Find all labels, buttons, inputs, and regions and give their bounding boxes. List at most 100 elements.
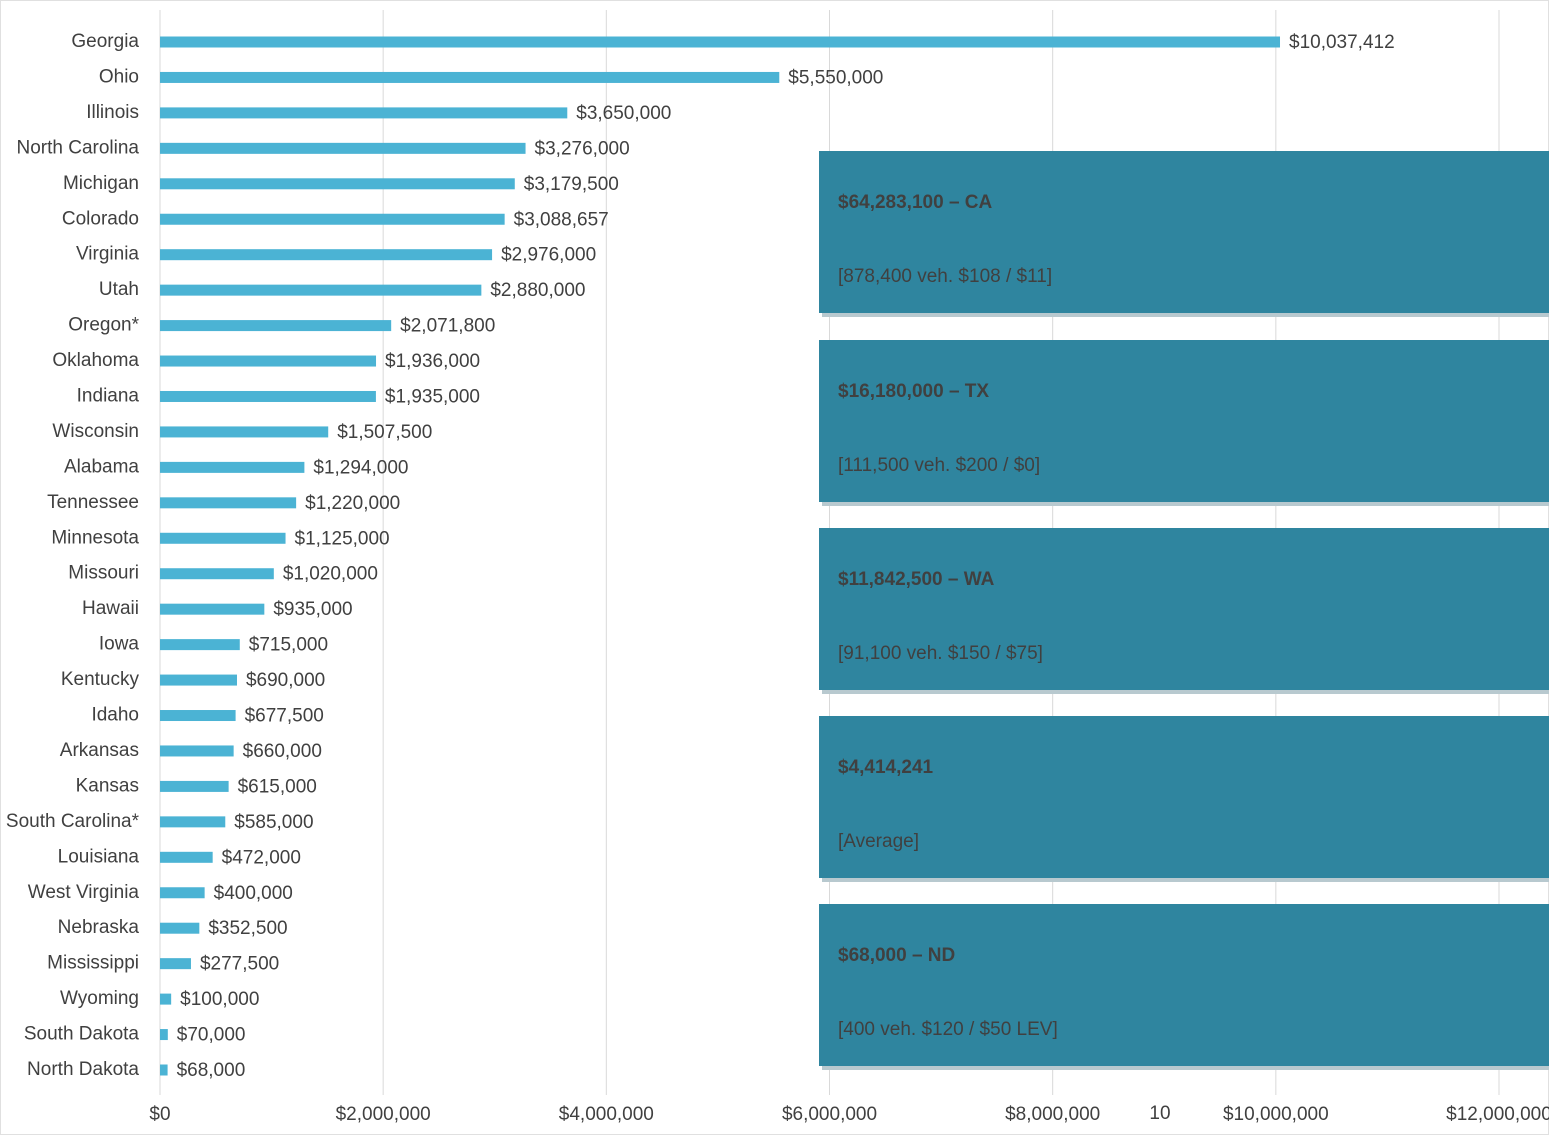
y-tick-label: Indiana <box>77 385 140 406</box>
data-label: $615,000 <box>238 776 317 797</box>
bar <box>160 1029 168 1041</box>
callout-box: $16,180,000 – TX [111,500 veh. $200 / $0] <box>819 340 1549 506</box>
data-label: $472,000 <box>222 847 301 868</box>
bar <box>160 958 191 970</box>
y-tick-label: Ohio <box>99 66 139 87</box>
page-number: 10 <box>1149 1103 1170 1124</box>
y-tick-label: Kansas <box>76 775 139 796</box>
x-tick-label: $2,000,000 <box>336 1104 431 1125</box>
bar <box>160 674 237 686</box>
bar <box>160 816 226 828</box>
callout-background <box>819 904 1549 1066</box>
bar <box>160 426 329 438</box>
x-tick-label: $0 <box>149 1104 170 1125</box>
bar <box>160 355 377 367</box>
data-label: $1,507,500 <box>337 422 432 443</box>
bar <box>160 1064 168 1076</box>
y-tick-label: South Carolina* <box>6 811 140 832</box>
y-tick-label: Arkansas <box>60 740 139 761</box>
y-tick-label: North Dakota <box>27 1059 139 1080</box>
y-tick-label: South Dakota <box>24 1024 140 1045</box>
x-tick-label: $10,000,000 <box>1223 1104 1329 1125</box>
callout-subtitle: [878,400 veh. $108 / $11] <box>838 266 1052 287</box>
data-label: $2,976,000 <box>501 245 596 266</box>
data-label: $3,179,500 <box>524 174 619 195</box>
y-tick-label: Idaho <box>91 705 139 726</box>
data-label: $400,000 <box>214 883 293 904</box>
x-tick-label: $12,000,000 <box>1446 1104 1549 1125</box>
bar <box>160 249 493 261</box>
callout-background <box>819 528 1549 690</box>
y-tick-label: Michigan <box>63 173 139 194</box>
callout-title: $11,842,500 – WA <box>838 569 995 590</box>
data-label: $3,088,657 <box>514 209 609 230</box>
callout-box: $64,283,100 – CA [878,400 veh. $108 / $11… <box>819 151 1549 317</box>
bar <box>160 107 568 119</box>
callout-title: $16,180,000 – TX <box>838 381 989 402</box>
bar <box>160 887 205 899</box>
callout-subtitle: [111,500 veh. $200 / $0] <box>838 455 1040 476</box>
data-label: $677,500 <box>245 706 324 727</box>
bar <box>160 780 229 792</box>
x-tick-label: $4,000,000 <box>559 1104 654 1125</box>
bar <box>160 461 305 473</box>
data-label: $585,000 <box>234 812 313 833</box>
data-label: $352,500 <box>208 918 287 939</box>
data-label: $100,000 <box>180 989 259 1010</box>
y-tick-label: Oklahoma <box>52 350 139 371</box>
bar <box>160 71 780 83</box>
x-tick-label: $6,000,000 <box>782 1104 877 1125</box>
bar <box>160 603 265 615</box>
data-label: $1,294,000 <box>313 457 408 478</box>
callout-background <box>819 716 1549 878</box>
data-label: $3,650,000 <box>576 103 671 124</box>
y-tick-label: Iowa <box>99 634 140 655</box>
callout-subtitle: [400 veh. $120 / $50 LEV] <box>838 1019 1058 1040</box>
y-tick-label: West Virginia <box>28 882 140 903</box>
data-label: $1,936,000 <box>385 351 480 372</box>
bar <box>160 178 515 190</box>
bar <box>160 532 286 544</box>
data-label: $5,550,000 <box>788 67 883 88</box>
y-tick-label: Illinois <box>86 102 139 123</box>
y-tick-label: Mississippi <box>47 953 139 974</box>
data-label: $1,125,000 <box>295 528 390 549</box>
data-label: $1,220,000 <box>305 493 400 514</box>
data-label: $277,500 <box>200 954 279 975</box>
data-label: $10,037,412 <box>1289 32 1395 53</box>
bar <box>160 320 392 332</box>
y-tick-label: Colorado <box>62 208 139 229</box>
y-tick-label: Louisiana <box>58 846 140 867</box>
bar <box>160 284 482 296</box>
callout-subtitle: [Average] <box>838 831 919 852</box>
y-tick-label: Virginia <box>76 244 139 265</box>
bar <box>160 213 505 225</box>
y-tick-label: Georgia <box>71 31 139 52</box>
data-label: $70,000 <box>177 1025 246 1046</box>
y-tick-label: Nebraska <box>58 917 140 938</box>
data-label: $715,000 <box>249 635 328 656</box>
callout-background <box>819 340 1549 502</box>
data-label: $2,071,800 <box>400 316 495 337</box>
bar <box>160 497 297 509</box>
callout-box: $4,414,241 [Average] <box>819 716 1549 882</box>
bar <box>160 639 240 651</box>
bar <box>160 993 172 1005</box>
y-tick-label: North Carolina <box>17 137 140 158</box>
callout-box: $11,842,500 – WA [91,100 veh. $150 / $75] <box>819 528 1549 694</box>
y-tick-label: Alabama <box>64 456 139 477</box>
callout-subtitle: [91,100 veh. $150 / $75] <box>838 643 1043 664</box>
callout-background <box>819 151 1549 313</box>
y-tick-label: Oregon* <box>68 315 139 336</box>
bar <box>160 710 236 722</box>
bar <box>160 745 234 757</box>
y-tick-label: Hawaii <box>82 598 139 619</box>
data-label: $68,000 <box>177 1060 246 1081</box>
data-label: $690,000 <box>246 670 325 691</box>
y-tick-label: Kentucky <box>61 669 140 690</box>
y-tick-label: Wyoming <box>60 988 139 1009</box>
data-label: $935,000 <box>273 599 352 620</box>
data-label: $1,020,000 <box>283 564 378 585</box>
callout-title: $4,414,241 <box>838 757 934 778</box>
